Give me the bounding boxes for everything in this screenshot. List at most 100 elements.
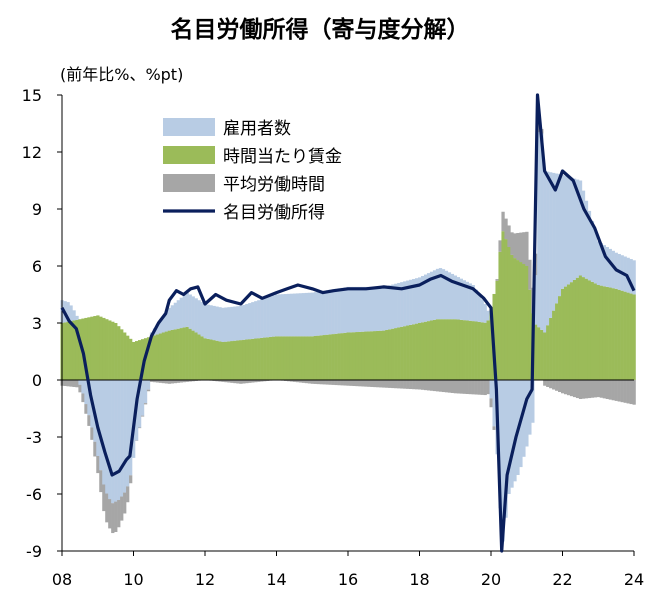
bar-segment [501, 380, 505, 542]
bar-segment [429, 380, 434, 391]
bar-segment [111, 321, 115, 380]
x-tick-label: 20 [481, 570, 501, 589]
bar-segment [543, 171, 547, 333]
bar-segment [566, 176, 571, 285]
bar-segment [614, 380, 618, 401]
bar-segment [611, 380, 615, 401]
bar-segment [513, 233, 517, 259]
bar-segment [117, 500, 121, 528]
bar-segment [450, 319, 455, 380]
bar-segment [254, 380, 258, 383]
bar-segment [382, 286, 386, 331]
bar-segment [549, 317, 553, 380]
bar-segment [236, 340, 240, 380]
bar-segment [566, 284, 571, 380]
bar-segment [456, 319, 461, 380]
bar-segment [263, 337, 267, 380]
bar-segment [236, 380, 240, 384]
legend-swatch [163, 146, 215, 164]
bar-segment [388, 285, 392, 330]
bar-segment [549, 380, 553, 389]
bar-segment [227, 307, 231, 342]
bar-segment [432, 380, 437, 392]
bar-segment [337, 288, 341, 334]
bar-segment [173, 302, 177, 330]
bar-segment [418, 323, 422, 380]
bar-segment [370, 380, 374, 387]
bar-segment [280, 336, 285, 380]
bar-segment [346, 286, 350, 333]
bar-segment [340, 287, 344, 334]
bar-segment [334, 333, 338, 380]
bar-segment [230, 306, 234, 342]
bar-segment [534, 324, 538, 380]
bar-segment [528, 380, 532, 435]
bar-segment [164, 380, 169, 384]
bar-segment [552, 380, 556, 390]
bar-segment [295, 380, 300, 383]
bar-segment [233, 380, 237, 384]
bar-segment [313, 292, 318, 336]
bar-segment [66, 302, 70, 322]
bar-segment [170, 305, 175, 330]
bar-segment [304, 336, 309, 380]
bar-segment [108, 320, 112, 380]
bar-segment [435, 319, 440, 380]
bar-segment [605, 247, 609, 287]
bar-segment [63, 380, 67, 387]
bar-segment [289, 336, 294, 380]
bar-segment [465, 281, 469, 321]
bar-segment [489, 380, 493, 399]
bar-segment [307, 336, 312, 380]
bar-segment [376, 286, 380, 331]
bar-segment [155, 380, 160, 383]
bar-segment [352, 286, 356, 333]
bar-segment [126, 335, 130, 380]
bar-segment [546, 380, 550, 387]
bar-segment [114, 380, 118, 502]
bar-segment [423, 274, 428, 322]
y-tick-label: 0 [32, 371, 42, 390]
bar-segment [149, 380, 154, 382]
bar-segment [590, 221, 595, 282]
bar-segment [129, 380, 133, 476]
bar-segment [561, 380, 565, 394]
bar-segment [221, 380, 225, 382]
bar-segment [578, 275, 583, 380]
legend-label: 雇用者数 [223, 119, 291, 139]
bar-segment [486, 320, 490, 380]
bar-segment [161, 316, 166, 333]
bar-segment [522, 380, 526, 457]
bar-segment [543, 332, 547, 380]
bar-segment [307, 292, 312, 337]
bar-segment [602, 380, 606, 399]
bar-segment [498, 240, 502, 252]
bar-segment [558, 296, 562, 380]
bar-segment [370, 331, 374, 380]
bar-segment [385, 286, 389, 330]
bar-segment [325, 290, 329, 335]
bar-segment [447, 319, 452, 380]
bar-segment [590, 281, 595, 380]
bar-segment [93, 316, 97, 380]
bar-segment [292, 380, 297, 382]
bar-segment [608, 287, 612, 380]
bar-segment [391, 380, 395, 389]
bar-segment [179, 297, 183, 329]
bar-segment [251, 380, 255, 383]
bar-segment [84, 380, 88, 405]
bar-segment [99, 470, 103, 493]
bar-segment [495, 280, 499, 380]
bar-segment [155, 334, 160, 380]
bar-segment [93, 441, 97, 457]
x-tick-label: 08 [52, 570, 72, 589]
y-tick-label: -9 [26, 542, 42, 561]
bar-segment [167, 307, 172, 331]
bar-segment [376, 380, 380, 388]
bar-segment [522, 232, 526, 265]
bar-segment [200, 336, 204, 380]
bar-segment [310, 336, 315, 380]
bar-segment [379, 286, 383, 331]
x-tick-label: 12 [195, 570, 215, 589]
bar-segment [72, 320, 76, 380]
